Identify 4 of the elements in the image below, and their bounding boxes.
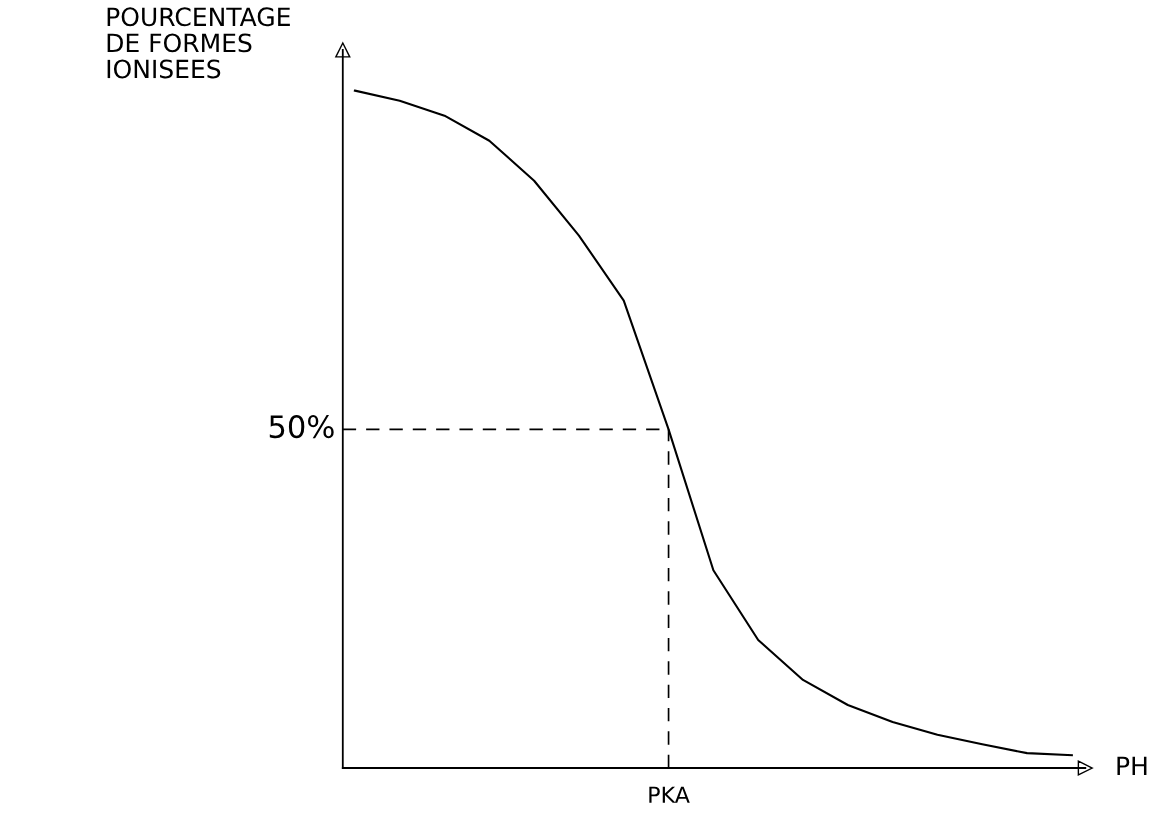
ref-line-label: 50% xyxy=(269,415,334,439)
y-axis-title: POURCENTAGE DE FORMES IONISEES xyxy=(107,7,290,79)
text: PKA xyxy=(649,786,690,803)
x-axis-title: PH xyxy=(1117,756,1147,775)
